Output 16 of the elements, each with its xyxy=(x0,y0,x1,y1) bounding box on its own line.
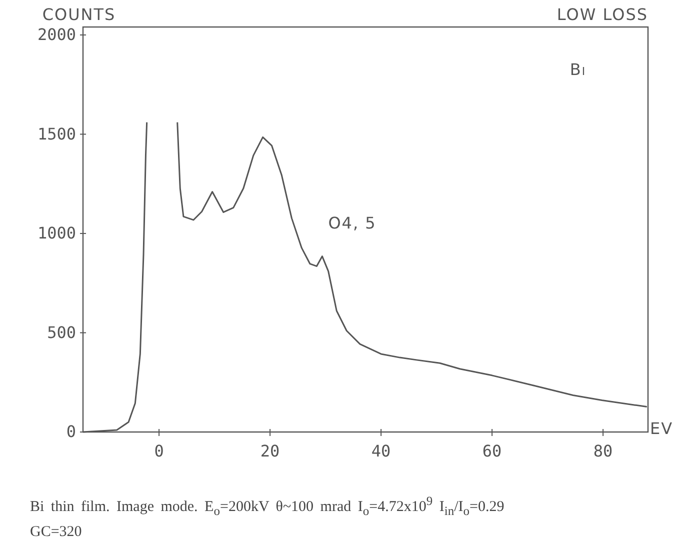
x-axis-title: EV xyxy=(650,419,674,438)
x-tick-label: 0 xyxy=(154,442,164,461)
x-tick-label: 80 xyxy=(593,442,613,461)
x-tick-label: 60 xyxy=(482,442,502,461)
x-tick-label: 40 xyxy=(371,442,391,461)
y-tick-label: 1000 xyxy=(37,224,76,243)
annotation: O4, 5 xyxy=(328,213,376,232)
y-axis-title: COUNTS xyxy=(42,5,116,24)
annotation: Bi xyxy=(570,60,586,79)
x-tick-label: 20 xyxy=(260,442,280,461)
text: Bi thin film. Image mode. E$_{o}$=200kV θ~100 mrad I$_{o}$=4.72x10$^{9}$ I$_{in}$/I$_{o}$=0.29 GC=320 xyxy=(30,494,504,540)
y-tick-label: 500 xyxy=(47,322,76,342)
y-tick-label: 0 xyxy=(66,422,76,442)
y-tick-label: 2000 xyxy=(37,25,76,44)
y-tick-label: 1500 xyxy=(37,124,76,144)
chart-title: LOW LOSS xyxy=(556,5,648,24)
